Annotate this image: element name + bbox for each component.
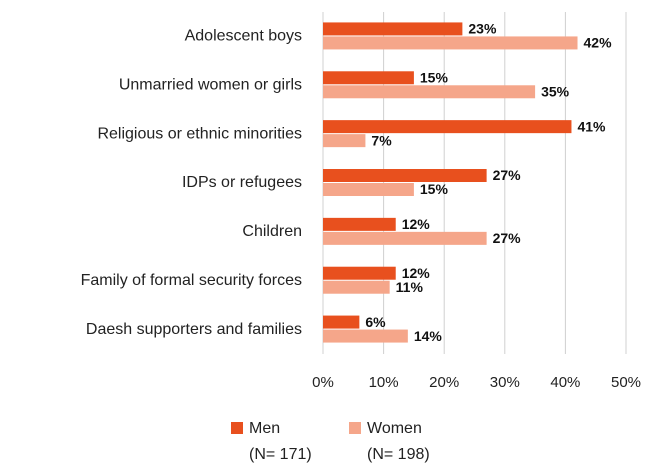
bar	[323, 36, 578, 50]
category-label: Adolescent boys	[185, 28, 302, 45]
data-label: 35%	[541, 83, 570, 99]
bar	[323, 231, 487, 245]
category-label: Religious or ethnic minorities	[97, 125, 302, 142]
x-tick-label: 50%	[611, 374, 641, 391]
x-tick-label: 40%	[550, 374, 580, 391]
x-tick-label: 30%	[490, 374, 520, 391]
x-tick-label: 20%	[429, 374, 459, 391]
data-label: 15%	[420, 69, 449, 85]
bar	[323, 85, 536, 99]
data-label: 27%	[493, 230, 522, 246]
data-label: 14%	[414, 328, 443, 344]
bar	[323, 280, 390, 294]
bar	[323, 315, 360, 329]
data-label: 15%	[420, 181, 449, 197]
data-label: 23%	[468, 21, 497, 37]
legend-n: (N= 171)	[249, 446, 312, 463]
legend-label: Women	[367, 420, 422, 437]
category-label: IDPs or refugees	[182, 174, 302, 191]
bar	[323, 120, 572, 134]
category-label: Daesh supporters and families	[86, 321, 302, 338]
data-label: 7%	[371, 132, 392, 148]
data-label: 27%	[493, 167, 522, 183]
data-label: 6%	[365, 314, 386, 330]
category-label: Unmarried women or girls	[119, 77, 302, 94]
bar	[323, 169, 487, 182]
legend-label: Men	[249, 420, 280, 437]
bar	[323, 266, 396, 280]
x-tick-label: 0%	[312, 374, 334, 391]
bar	[323, 134, 366, 148]
bar	[323, 217, 396, 231]
legend-swatch	[231, 422, 243, 434]
data-label: 41%	[577, 118, 606, 134]
data-label: 42%	[584, 35, 613, 51]
data-label: 11%	[396, 279, 424, 295]
x-tick-label: 10%	[369, 374, 399, 391]
data-label: 12%	[402, 216, 431, 232]
legend-n: (N= 198)	[367, 446, 430, 463]
bar	[323, 22, 463, 36]
bar	[323, 183, 414, 196]
data-label: 12%	[402, 265, 431, 281]
category-label: Family of formal security forces	[81, 272, 302, 289]
legend-swatch	[349, 422, 361, 434]
bar	[323, 71, 414, 85]
category-label: Children	[242, 223, 302, 240]
bar	[323, 329, 408, 343]
